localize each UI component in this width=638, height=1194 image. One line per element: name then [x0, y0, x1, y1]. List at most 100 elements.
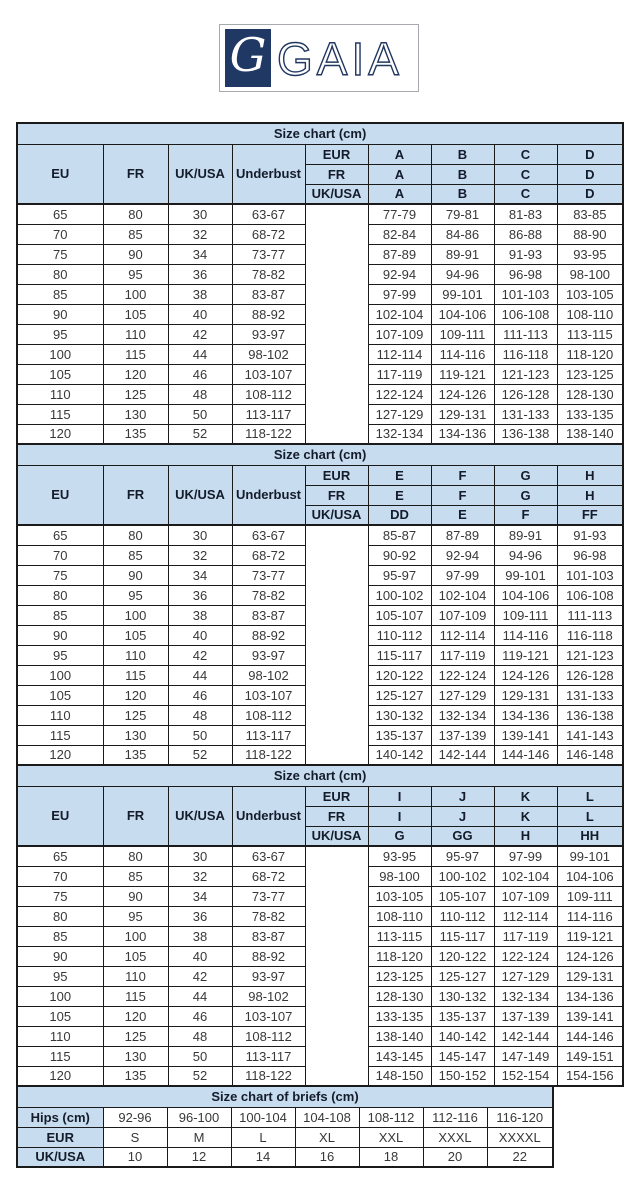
bust-range-cell: 87-89 — [430, 524, 495, 546]
band-size-cell: 108-112 — [231, 1025, 306, 1047]
spacer-cell — [304, 244, 369, 264]
cup-size-header-cell: B — [430, 143, 495, 165]
briefs-row-label-cell: EUR — [16, 1126, 104, 1148]
band-size-cell: 110 — [16, 704, 104, 726]
bust-range-cell: 123-125 — [367, 965, 432, 987]
band-size-cell: 78-82 — [231, 263, 306, 285]
bust-range-cell: 140-142 — [367, 744, 432, 766]
table-row: 95 110 42 93-97 107-109 109-111 111-113 113-115 — [16, 323, 624, 345]
bust-range-cell: 132-134 — [430, 704, 495, 726]
band-size-cell: 50 — [167, 724, 233, 746]
briefs-value-cell: XL — [294, 1126, 360, 1148]
table-row: FR E F G H — [17, 484, 624, 506]
band-size-cell: 113-117 — [231, 403, 306, 425]
bust-range-cell: 83-85 — [556, 203, 624, 225]
band-size-cell: 93-97 — [231, 323, 306, 345]
bust-range-cell: 140-142 — [430, 1025, 495, 1047]
table-row: 100 115 44 98-102 112-114 114-116 116-118 118-1… — [16, 343, 624, 365]
band-size-cell: 98-102 — [231, 664, 306, 686]
band-size-cell: 34 — [167, 885, 233, 907]
bust-range-cell: 102-104 — [367, 303, 432, 325]
bust-range-cell: 95-97 — [430, 845, 495, 867]
cup-size-header-cell: E — [367, 484, 432, 506]
table-row: 105 120 46 103-107 117-119 119-121 121-123 123-… — [16, 363, 624, 385]
cup-size-header-cell: A — [367, 143, 432, 165]
cup-size-header-cell: I — [367, 785, 432, 807]
cup-size-header-cell: F — [493, 504, 558, 526]
band-size-cell: 73-77 — [231, 564, 306, 586]
band-size-cell: 95 — [16, 323, 104, 345]
spacer-cell — [304, 1066, 369, 1086]
briefs-value-cell: 92-96 — [102, 1106, 168, 1128]
band-size-cell: 88-92 — [231, 303, 306, 325]
bust-range-cell: 106-108 — [493, 303, 558, 325]
band-size-cell: 88-92 — [231, 624, 306, 646]
bust-range-cell: 86-88 — [493, 223, 558, 245]
table-row: 90 105 40 88-92 110-112 112-114 114-116 116-118 — [16, 624, 624, 646]
band-size-cell: 95 — [102, 905, 169, 927]
band-size-cell: 105 — [16, 684, 104, 706]
bust-range-cell: 117-119 — [493, 925, 558, 947]
cup-size-header-cell: B — [430, 163, 495, 185]
bust-range-cell: 136-138 — [493, 423, 558, 445]
spacer-cell — [304, 384, 369, 404]
band-size-cell: 95 — [102, 584, 169, 606]
band-size-cell: 110 — [102, 323, 169, 345]
bust-range-cell: 138-140 — [556, 423, 624, 445]
cup-size-header-cell: E — [430, 504, 495, 526]
table-row: 80 95 36 78-82 100-102 102-104 104-106 106-108 — [16, 584, 624, 606]
band-size-cell: 85 — [102, 865, 169, 887]
bust-range-cell: 141-143 — [556, 724, 624, 746]
bust-range-cell: 126-128 — [493, 383, 558, 405]
bust-range-cell: 107-109 — [430, 604, 495, 626]
band-size-cell: 110 — [16, 1025, 104, 1047]
bust-range-cell: 148-150 — [367, 1065, 432, 1087]
bust-range-cell: 98-100 — [556, 263, 624, 285]
bust-range-cell: 111-113 — [556, 604, 624, 626]
table-row: 85 100 38 83-87 113-115 115-117 117-119 119-121 — [16, 925, 624, 947]
table-row: 65 80 30 63-67 77-79 79-81 81-83 83-85 — [16, 203, 624, 225]
band-size-cell: 115 — [16, 1045, 104, 1067]
cup-size-header-cell: HH — [556, 825, 624, 847]
spacer-cell — [304, 966, 369, 986]
table-row: EU FR UK/USA Underbust EUR A B C D — [16, 143, 624, 205]
band-size-cell: 30 — [167, 845, 233, 867]
cup-size-header-cell: L — [556, 805, 624, 827]
briefs-value-cell: 18 — [358, 1146, 424, 1168]
band-size-cell: 98-102 — [231, 985, 306, 1007]
bust-range-cell: 87-89 — [367, 243, 432, 265]
bust-range-cell: 127-129 — [430, 684, 495, 706]
bust-range-cell: 124-126 — [493, 664, 558, 686]
band-size-cell: 95 — [16, 965, 104, 987]
spacer-cell — [304, 625, 369, 645]
table-row: 90 105 40 88-92 102-104 104-106 106-108 108-110 — [16, 303, 624, 325]
table-row: UK/USA G GG H HH — [17, 825, 624, 847]
bust-range-cell: 138-140 — [367, 1025, 432, 1047]
bust-range-cell: 114-116 — [556, 905, 624, 927]
bust-range-cell: 110-112 — [367, 624, 432, 646]
bust-range-cell: 115-117 — [430, 925, 495, 947]
cup-size-header-cell: GG — [430, 825, 495, 847]
bust-range-cell: 144-146 — [556, 1025, 624, 1047]
bust-range-cell: 109-111 — [493, 604, 558, 626]
bust-range-cell: 99-101 — [430, 283, 495, 305]
band-size-cell: 75 — [16, 243, 104, 265]
band-size-cell: 32 — [167, 865, 233, 887]
band-size-cell: 42 — [167, 965, 233, 987]
table-row: 110 125 48 108-112 130-132 132-134 134-136 136-… — [16, 704, 624, 726]
spacer-cell — [304, 424, 369, 444]
briefs-value-cell: 12 — [166, 1146, 232, 1168]
bust-range-cell: 134-136 — [493, 704, 558, 726]
bust-range-cell: 129-131 — [556, 965, 624, 987]
table-row: EU FR UK/USA Underbust EUR I J K L — [16, 785, 624, 847]
bust-range-cell: 103-105 — [367, 885, 432, 907]
bust-range-cell: 107-109 — [493, 885, 558, 907]
cup-size-header-cell: C — [493, 183, 558, 205]
briefs-value-cell: 20 — [422, 1146, 488, 1168]
spacer-cell — [304, 264, 369, 284]
bust-range-cell: 112-114 — [367, 343, 432, 365]
band-size-cell: 100 — [16, 343, 104, 365]
spacer-cell — [304, 886, 369, 906]
column-header-cell: UK/USA — [167, 464, 233, 526]
cup-system-label-cell: UK/USA — [304, 183, 369, 205]
